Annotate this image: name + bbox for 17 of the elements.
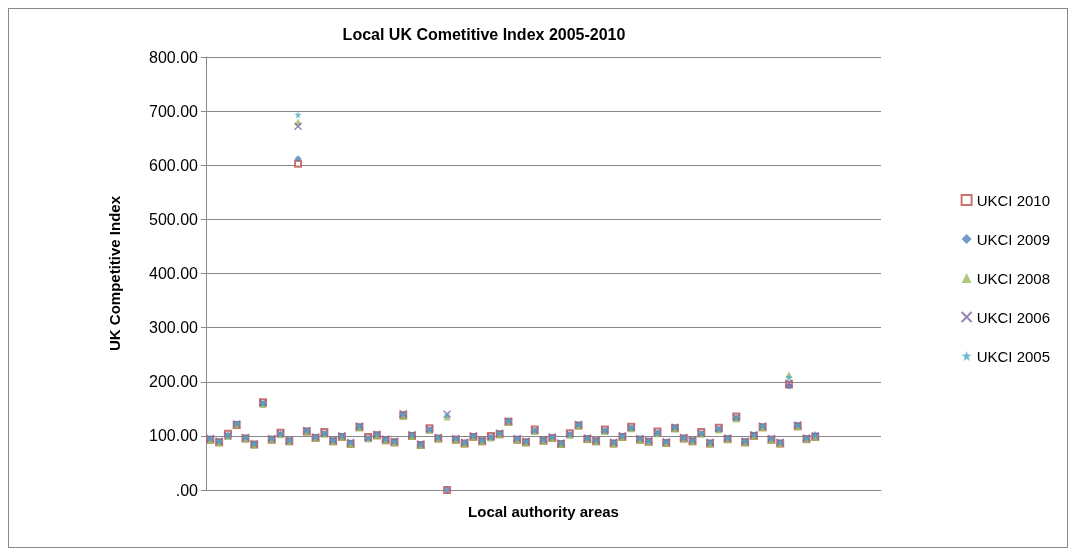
y-tick-label: 800.00 <box>149 48 199 66</box>
legend-label: UKCI 2005 <box>976 347 1050 365</box>
legend-label: UKCI 2009 <box>976 230 1050 248</box>
y-tick-label: 500.00 <box>149 210 199 228</box>
legend-label: UKCI 2006 <box>976 308 1050 326</box>
legend-label: UKCI 2010 <box>976 191 1050 209</box>
y-tick-label: 600.00 <box>149 156 199 174</box>
y-tick-label: .00 <box>175 481 199 499</box>
y-axis-title: UK Competitive Index <box>106 195 123 352</box>
y-tick-label: 400.00 <box>149 265 199 282</box>
x-axis-title: Local authority areas <box>468 503 619 520</box>
chart-title: Local UK Cometitive Index 2005-2010 <box>342 25 626 43</box>
y-tick-label: 100.00 <box>149 427 199 445</box>
legend-label: UKCI 2008 <box>976 269 1050 287</box>
y-tick-label: 300.00 <box>149 319 199 337</box>
y-tick-label: 700.00 <box>149 102 199 120</box>
y-tick-label: 200.00 <box>149 373 199 391</box>
